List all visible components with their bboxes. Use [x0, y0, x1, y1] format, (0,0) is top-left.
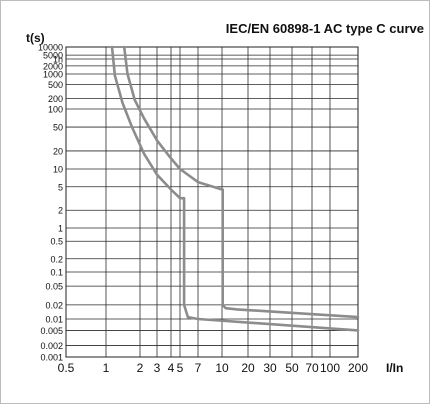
y-tick-label: 20 [53, 146, 63, 156]
chart-title: IEC/EN 60898-1 AC type C curve [226, 21, 424, 36]
trip-curve-line-1 [110, 45, 360, 332]
x-tick-label: 4 [168, 361, 175, 375]
x-axis-label: I/In [386, 361, 403, 375]
y-axis-label: t(s) [26, 31, 45, 45]
grid [65, 46, 359, 358]
y-tick-label: 0.002 [40, 341, 63, 351]
series-group [110, 45, 360, 332]
x-tick-label: 5 [177, 361, 184, 375]
x-tick-label: 10 [215, 361, 229, 375]
y-tick-label: 1 [58, 224, 63, 234]
x-tick-label: 200 [348, 361, 368, 375]
x-tick-label: 0.5 [58, 361, 75, 375]
x-tick-label: 7 [195, 361, 202, 375]
y-tick-label: 0.01 [45, 315, 63, 325]
y-tick-label: 100 [48, 105, 63, 115]
y-tick-label: 0.5 [50, 237, 63, 247]
y-tick-label: 5 [58, 182, 63, 192]
y-tick-label: 1h [53, 54, 63, 64]
x-tick-label: 3 [154, 361, 161, 375]
y-tick-label: 0.1 [50, 268, 63, 278]
plot-area-border [65, 46, 359, 358]
x-tick-label: 2 [137, 361, 144, 375]
x-tick-label: 50 [285, 361, 299, 375]
y-tick-label: 0.2 [50, 254, 63, 264]
y-tick-label: 10000 [38, 43, 63, 53]
x-tick-label: 20 [241, 361, 255, 375]
y-tick-label: 5000 [43, 51, 63, 61]
x-tick-label: 1 [103, 361, 110, 375]
trip-curve-line-2 [122, 45, 360, 319]
y-tick-label: 2000 [43, 61, 63, 71]
x-tick-label: 70 [305, 361, 319, 375]
y-tick-label: 0.001 [40, 353, 63, 363]
y-tick-label: 200 [48, 94, 63, 104]
y-tick-label: 1000 [43, 70, 63, 80]
x-tick-label: 30 [263, 361, 277, 375]
y-tick-label: 2 [58, 206, 63, 216]
y-tick-label: 50 [53, 123, 63, 133]
y-tick-label: 10 [53, 165, 63, 175]
y-tick-label: 0.02 [45, 300, 63, 310]
y-tick-label: 0.005 [40, 326, 63, 336]
y-tick-label: 500 [48, 80, 63, 90]
x-tick-label: 100 [320, 361, 340, 375]
y-tick-label: 0.05 [45, 282, 63, 292]
